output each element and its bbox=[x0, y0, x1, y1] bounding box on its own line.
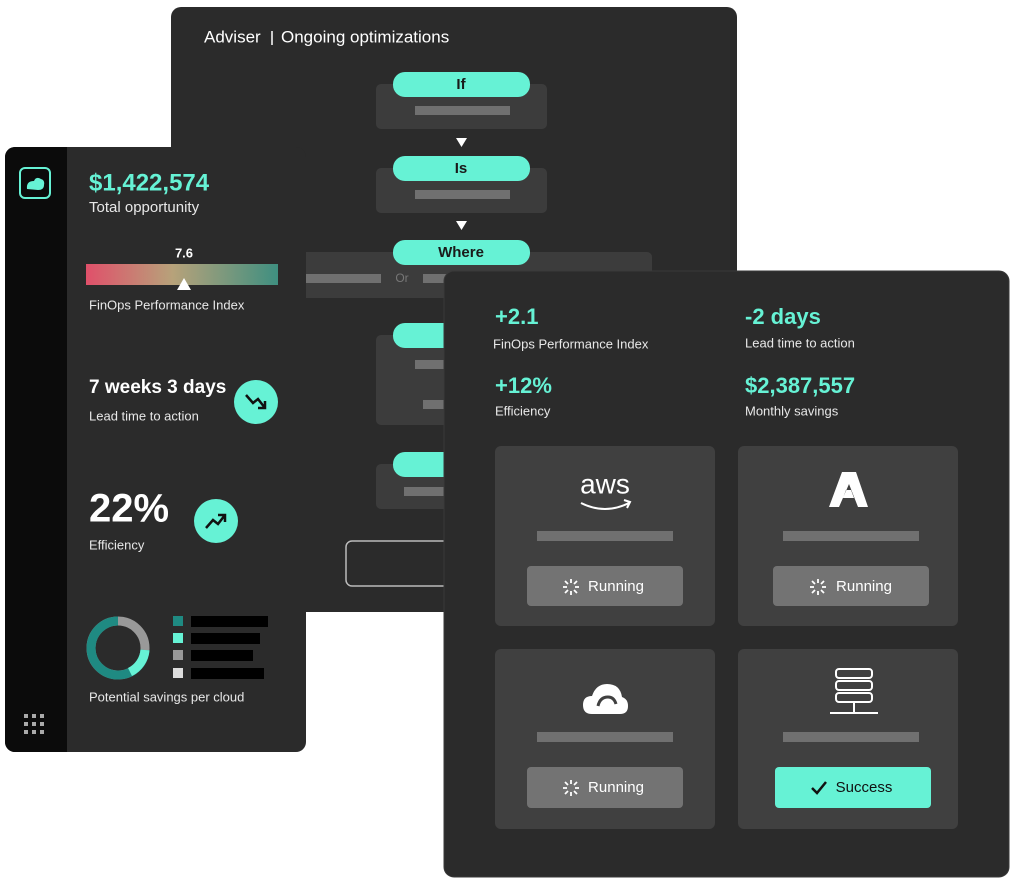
or-label: Or bbox=[395, 271, 408, 285]
stat-label: Efficiency bbox=[495, 403, 551, 418]
status-button[interactable] bbox=[527, 566, 683, 606]
status-label: Running bbox=[588, 779, 644, 796]
provider-logo: aws bbox=[580, 468, 630, 499]
metric-label: FinOps Performance Index bbox=[89, 297, 245, 312]
stat-label: FinOps Performance Index bbox=[493, 336, 649, 351]
status-label: Success bbox=[836, 779, 893, 796]
metric-value: 22% bbox=[89, 487, 169, 531]
metric-label: Total opportunity bbox=[89, 199, 200, 216]
metric-value: 7 weeks 3 days bbox=[89, 377, 226, 398]
metric-label: Lead time to action bbox=[89, 408, 199, 423]
metric-value: $1,422,574 bbox=[89, 169, 210, 196]
apps-icon[interactable] bbox=[24, 714, 44, 734]
stat-value: +2.1 bbox=[495, 304, 538, 329]
stat-value: -2 days bbox=[745, 304, 821, 329]
metric-label: Efficiency bbox=[89, 537, 145, 552]
spinner-icon bbox=[563, 579, 826, 796]
stat-value: $2,387,557 bbox=[745, 373, 855, 398]
gauge-value: 7.6 bbox=[175, 245, 193, 260]
stat-value: +12% bbox=[495, 373, 552, 398]
metric-label: Potential savings per cloud bbox=[89, 689, 244, 704]
results-panel: +2.1 FinOps Performance Index -2 days Le… bbox=[443, 270, 1010, 878]
status-button[interactable] bbox=[775, 767, 931, 808]
stat-label: Monthly savings bbox=[745, 403, 839, 418]
status-label: Running bbox=[836, 578, 892, 595]
step-pill: Where bbox=[438, 244, 484, 261]
stat-label: Lead time to action bbox=[745, 335, 855, 350]
status-label: Running bbox=[588, 578, 644, 595]
status-button[interactable] bbox=[527, 767, 683, 808]
panel-subtitle: Ongoing optimizations bbox=[281, 27, 449, 46]
step-pill: If bbox=[456, 76, 466, 93]
step-pill: Is bbox=[455, 160, 468, 177]
status-button[interactable] bbox=[773, 566, 929, 606]
panel-title: Adviser bbox=[204, 27, 261, 46]
summary-panel: $1,422,574 Total opportunity 7.6 FinOps … bbox=[5, 147, 306, 752]
